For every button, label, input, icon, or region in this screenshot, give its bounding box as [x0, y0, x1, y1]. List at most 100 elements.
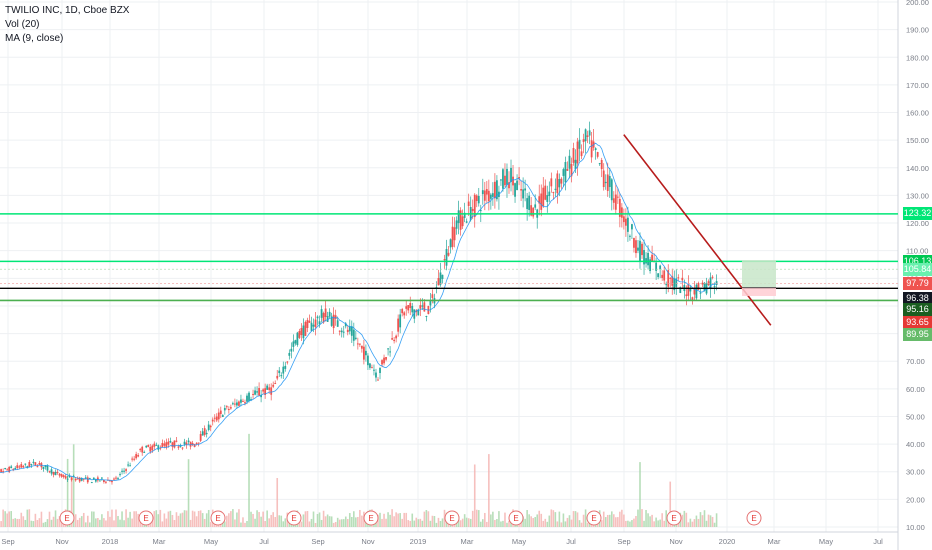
candle-body: [326, 316, 329, 322]
candle-body: [292, 341, 295, 347]
candle-body: [556, 173, 559, 194]
candle-body: [340, 330, 343, 333]
candle-body: [175, 440, 178, 442]
candle-body: [362, 346, 365, 360]
volume-bar: [391, 509, 393, 527]
volume-bar: [153, 511, 156, 527]
earnings-marker[interactable]: [363, 510, 379, 526]
volume-bar: [189, 519, 192, 527]
candle-body: [669, 277, 672, 279]
candle-body: [663, 270, 666, 281]
candle-body: [643, 250, 645, 265]
volume-bar: [6, 513, 8, 527]
earnings-marker[interactable]: [666, 510, 682, 526]
volume-bar: [32, 521, 35, 527]
volume-bar: [558, 511, 561, 527]
earnings-marker[interactable]: [286, 510, 302, 526]
candle-body: [310, 322, 313, 331]
volume-bar: [193, 511, 196, 527]
earnings-marker[interactable]: [210, 510, 226, 526]
candle-body: [538, 196, 541, 204]
volume-bar: [681, 514, 684, 527]
candle-body: [709, 277, 712, 290]
earnings-marker[interactable]: [508, 510, 524, 526]
candle-body: [276, 375, 279, 379]
volume-bar: [709, 515, 712, 527]
volume-bar: [429, 520, 432, 527]
candle-body: [580, 151, 583, 157]
earnings-marker[interactable]: [59, 510, 75, 526]
volume-bar: [498, 511, 500, 527]
candle-body: [647, 252, 649, 266]
volume-bar: [359, 509, 361, 527]
volume-bar: [536, 514, 539, 527]
volume-bar: [121, 511, 123, 527]
candle-body: [530, 205, 533, 216]
candle-body: [673, 278, 676, 291]
candle-body: [234, 403, 236, 405]
candle-body: [542, 187, 545, 207]
volume-bar: [306, 511, 309, 527]
volume-bar: [78, 517, 81, 527]
candle-body: [314, 319, 317, 328]
candle-body: [586, 135, 589, 137]
volume-bar: [16, 518, 19, 527]
earnings-marker[interactable]: [586, 510, 602, 526]
candle-body: [302, 325, 305, 339]
candle-body: [109, 480, 111, 482]
volume-bar: [246, 521, 248, 527]
earnings-marker-label: E: [64, 514, 69, 523]
volume-bar: [117, 516, 119, 527]
candle-body: [147, 445, 150, 447]
volume-bar: [395, 512, 397, 527]
volume-bar: [161, 521, 164, 527]
volume-bar: [74, 514, 77, 527]
volume-bar: [4, 511, 6, 527]
volume-bar: [606, 514, 609, 527]
long-position-profit-zone[interactable]: [742, 260, 776, 288]
volume-bar: [72, 444, 75, 527]
candle-body: [157, 445, 160, 450]
volume-bar: [631, 520, 633, 527]
long-position-loss-zone[interactable]: [742, 287, 776, 296]
earnings-marker[interactable]: [746, 510, 762, 526]
candle-body: [187, 440, 190, 443]
candle-body: [479, 210, 482, 212]
volume-bar: [24, 519, 27, 527]
volume-bar: [546, 521, 549, 527]
volume-bar: [667, 520, 670, 527]
candle-body: [461, 216, 464, 227]
ma-indicator-label[interactable]: MA (9, close): [5, 33, 64, 44]
earnings-marker[interactable]: [444, 510, 460, 526]
candle-body: [80, 477, 83, 481]
candle-body: [86, 477, 89, 483]
candle-body: [2, 471, 5, 473]
volume-bar: [197, 510, 200, 527]
volume-bar: [542, 520, 545, 527]
symbol-title[interactable]: TWILIO INC, 1D, Cboe BZX: [5, 5, 130, 16]
candle-body: [199, 434, 202, 441]
volume-bar: [695, 515, 698, 527]
x-axis-tick-label: Sep: [617, 537, 630, 546]
volume-bar: [437, 517, 440, 527]
earnings-marker[interactable]: [138, 510, 154, 526]
volume-bar: [552, 510, 555, 527]
volume-bar: [14, 518, 17, 527]
candle-body: [54, 471, 57, 476]
candle-body: [578, 139, 581, 149]
candle-body: [383, 357, 385, 364]
y-axis-tick-label: 60.00: [906, 385, 925, 394]
x-axis-tick-label: May: [512, 537, 526, 546]
volume-bar: [425, 510, 428, 527]
volume-indicator-label[interactable]: Vol (20): [5, 19, 40, 30]
volume-bar: [584, 509, 587, 527]
candle-body: [451, 226, 454, 247]
candle-body: [699, 292, 702, 294]
candle-body: [181, 447, 184, 449]
volume-bar: [338, 519, 341, 527]
volume-bar: [282, 521, 285, 527]
volume-bar: [123, 520, 125, 527]
candle-body: [391, 338, 394, 340]
